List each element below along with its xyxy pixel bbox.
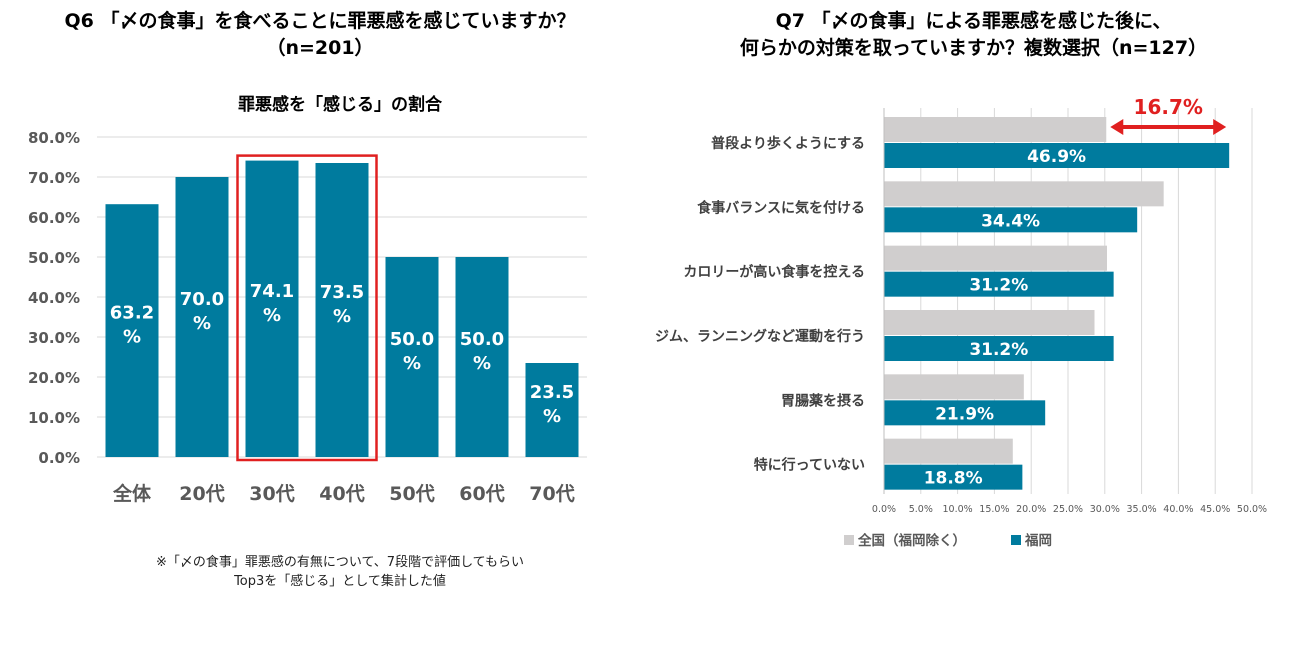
q6-bar-value-label: 74.1% — [250, 281, 294, 326]
q7-annotation-arrow-left-head — [1110, 119, 1124, 135]
q6-y-tick-label: 80.0% — [28, 129, 80, 147]
q7-bar-value-label: 18.8% — [924, 469, 983, 489]
q7-x-tick-label: 20.0% — [1016, 504, 1046, 515]
q6-footnote: ※「〆の食事」罪悪感の有無について、7段階で評価してもらい Top3を「感じる」… — [40, 553, 640, 591]
q6-highlight-box — [236, 154, 378, 462]
q7-y-category-label: 胃腸薬を摂る — [781, 392, 865, 409]
q7-bar-national — [884, 438, 1013, 464]
q7-bar-national — [884, 310, 1095, 335]
q7-bar-value-label: 34.4% — [981, 211, 1040, 231]
q6-footnote-line2: Top3を「感じる」として集計した値 — [234, 574, 446, 589]
q7-title-line1: Q7 「〆の食事」による罪悪感を感じた後に、 — [775, 10, 1172, 32]
q6-chart-subtitle: 罪悪感を「感じる」の割合 — [238, 95, 442, 115]
q7-x-tick-label: 35.0% — [1127, 504, 1157, 515]
q7-bar-fukuoka — [884, 400, 1046, 426]
q6-bar — [385, 257, 439, 457]
q7-y-category-label: 普段より歩くようにする — [711, 135, 865, 152]
q7-bar-value-label: 46.9% — [1027, 147, 1086, 167]
q7-bar-national — [884, 181, 1164, 207]
q6-bar — [525, 363, 579, 457]
q7-bar-value-label: 21.9% — [935, 404, 994, 424]
q7-bar-value-label: 31.2% — [969, 340, 1028, 360]
q6-footnote-line1: ※「〆の食事」罪悪感の有無について、7段階で評価してもらい — [155, 555, 525, 570]
q7-legend-label-national: 全国（福岡除く） — [857, 532, 966, 549]
q7-x-tick-label: 5.0% — [909, 504, 933, 515]
q6-x-category-label: 全体 — [112, 482, 152, 505]
q7-bar-fukuoka — [884, 143, 1230, 168]
q6-y-tick-label: 70.0% — [28, 169, 80, 187]
q6-bar-value-label: 70.0% — [180, 289, 224, 334]
q7-legend-swatch-national — [844, 535, 854, 545]
q7-bar-national — [884, 374, 1024, 400]
q6-x-category-label: 30代 — [249, 483, 294, 505]
q7-x-tick-label: 40.0% — [1163, 504, 1193, 515]
q7-bar-fukuoka — [884, 207, 1138, 233]
q6-y-tick-label: 30.0% — [28, 329, 80, 347]
q6-y-tick-label: 40.0% — [28, 289, 80, 307]
q6-y-tick-label: 60.0% — [28, 209, 80, 227]
q6-bar — [315, 163, 369, 457]
q6-x-category-label: 50代 — [389, 483, 434, 505]
q7-x-tick-label: 0.0% — [872, 504, 896, 515]
q7-y-category-label: カロリーが高い食事を控える — [683, 264, 865, 281]
q7-annotation-label: 16.7% — [1134, 95, 1203, 119]
q7-x-tick-label: 10.0% — [943, 504, 973, 515]
q6-y-tick-label: 10.0% — [28, 409, 80, 427]
q6-bar — [105, 204, 159, 457]
q6-title: Q6 「〆の食事」を食べることに罪悪感を感じていますか？ （n=201） — [0, 8, 640, 62]
q7-y-category-label: 食事バランスに気を付ける — [697, 199, 865, 216]
q7-bar-fukuoka — [884, 464, 1023, 490]
q6-y-tick-label: 20.0% — [28, 369, 80, 387]
q6-y-tick-label: 50.0% — [28, 249, 80, 267]
q7-title-line2: 何らかの対策を取っていますか？複数選択（n=127） — [739, 37, 1208, 59]
q6-bar — [175, 177, 229, 457]
q7-x-tick-label: 45.0% — [1200, 504, 1230, 515]
q6-bar — [245, 160, 299, 457]
q6-title-line1: Q6 「〆の食事」を食べることに罪悪感を感じていますか？ — [64, 10, 576, 32]
q6-bar-value-label: 63.2% — [110, 303, 154, 348]
q6-x-category-label: 60代 — [459, 483, 504, 505]
q7-bar-value-label: 31.2% — [969, 276, 1028, 296]
q7-x-tick-label: 30.0% — [1090, 504, 1120, 515]
q7-x-tick-label: 50.0% — [1237, 504, 1267, 515]
q6-y-tick-label: 0.0% — [38, 449, 80, 467]
q6-bar-value-label: 73.5% — [320, 282, 364, 327]
q6-x-category-label: 40代 — [319, 483, 364, 505]
q7-y-category-label: ジム、ランニングなど運動を行う — [655, 328, 865, 345]
q6-bar-value-label: 50.0% — [390, 329, 434, 374]
q6-bar — [455, 257, 509, 457]
q6-bar-value-label: 23.5% — [530, 382, 574, 427]
q7-bar-fukuoka — [884, 271, 1114, 297]
q7-annotation-arrow-right-head — [1213, 119, 1227, 135]
q7-bar-national — [884, 117, 1107, 142]
q7-y-category-label: 特に行っていない — [754, 457, 865, 474]
q7-bar-national — [884, 245, 1108, 271]
q7-title: Q7 「〆の食事」による罪悪感を感じた後に、 何らかの対策を取っていますか？複数… — [655, 8, 1292, 62]
q7-legend-swatch-fukuoka — [1011, 535, 1021, 545]
q7-legend-label-fukuoka: 福岡 — [1024, 532, 1052, 549]
q6-x-category-label: 20代 — [179, 483, 224, 505]
q7-x-tick-label: 25.0% — [1053, 504, 1083, 515]
q6-title-line2: （n=201） — [266, 37, 374, 59]
q7-x-tick-label: 15.0% — [979, 504, 1009, 515]
q6-x-category-label: 70代 — [529, 483, 574, 505]
q7-bar-fukuoka — [884, 336, 1114, 361]
q6-bar-value-label: 50.0% — [460, 329, 504, 374]
